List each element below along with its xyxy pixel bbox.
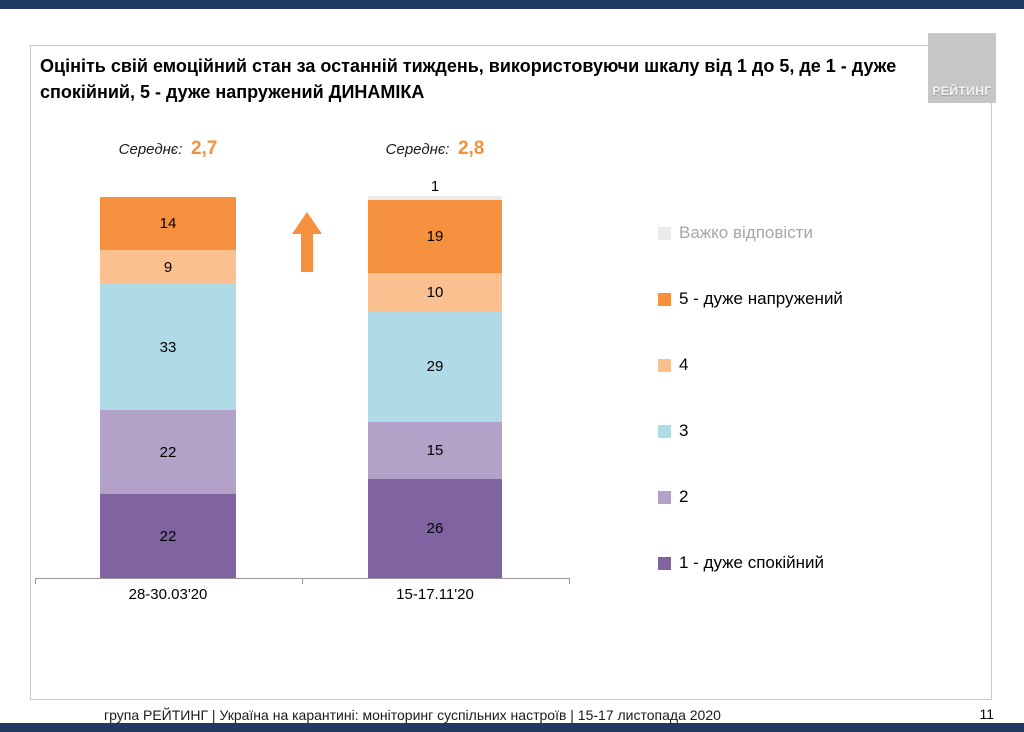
legend-swatch [658,358,671,372]
bar-segment: 14 [100,197,236,250]
legend-label: 5 - дуже напружений [679,289,843,308]
bar-segment: 33 [100,284,236,410]
logo-text: РЕЙТИНГ [932,84,992,98]
legend-swatch [658,490,671,504]
legend-swatch [658,292,671,306]
axis-tick [35,578,36,584]
legend-item: 1 - дуже спокійний [658,553,843,572]
increase-arrow-icon [291,212,323,272]
top-border-bar [0,0,1024,9]
bar-segment [368,196,502,200]
bar-segment: 10 [368,273,502,311]
legend-label: 2 [679,487,689,506]
legend-item: 2 [658,487,843,506]
bar-segment: 15 [368,422,502,479]
footer-source-text: група РЕЙТИНГ | Україна на карантині: мо… [104,707,721,723]
arrow-stem [301,234,313,272]
page-number: 11 [979,706,994,722]
arrow-head [292,212,322,234]
legend-label: 1 - дуже спокійний [679,553,824,572]
rating-group-logo: РЕЙТИНГ [928,33,996,103]
bar-segment: 26 [368,479,502,578]
mean-annotation-1: Середнє: 2,7 [100,138,236,160]
legend-item: 3 [658,421,843,440]
legend-label: 3 [679,421,689,440]
category-label-november: 15-17.11'20 [396,586,474,603]
bar-segment: 9 [100,250,236,284]
bar-segment: 22 [100,410,236,494]
legend-item: 4 [658,355,843,374]
stacked-bar-march: 22 22 33 9 14 [100,197,236,578]
mean-annotation-2: Середнє: 2,8 [368,138,502,160]
legend-item: 5 - дуже напружений [658,289,843,308]
legend-label: Важко відповісти [679,223,813,242]
axis-tick [569,578,570,584]
bar-segment: 19 [368,200,502,273]
legend-item: Важко відповісти [658,223,843,242]
legend-swatch [658,424,671,438]
legend-label: 4 [679,355,689,374]
mean-label: Середнє: [385,141,450,158]
bottom-border-bar [0,723,1024,732]
mean-value: 2,8 [457,138,485,159]
legend-swatch [658,556,671,570]
stacked-bar-november: 26 15 29 10 19 1 [368,178,502,578]
legend-swatch [658,226,671,240]
category-label-march: 28-30.03'20 [128,586,208,603]
bar-segment: 29 [368,311,502,422]
bar-segment: 22 [100,494,236,578]
axis-tick [302,578,303,584]
legend: Важко відповісти 5 - дуже напружений 4 3 2 1 … [658,223,843,572]
mean-value: 2,7 [190,138,218,159]
bar-segment-value-label: 1 [430,178,440,195]
mean-label: Середнє: [118,141,183,158]
page-title: Оцініть свій емоційний стан за останній … [40,56,897,103]
